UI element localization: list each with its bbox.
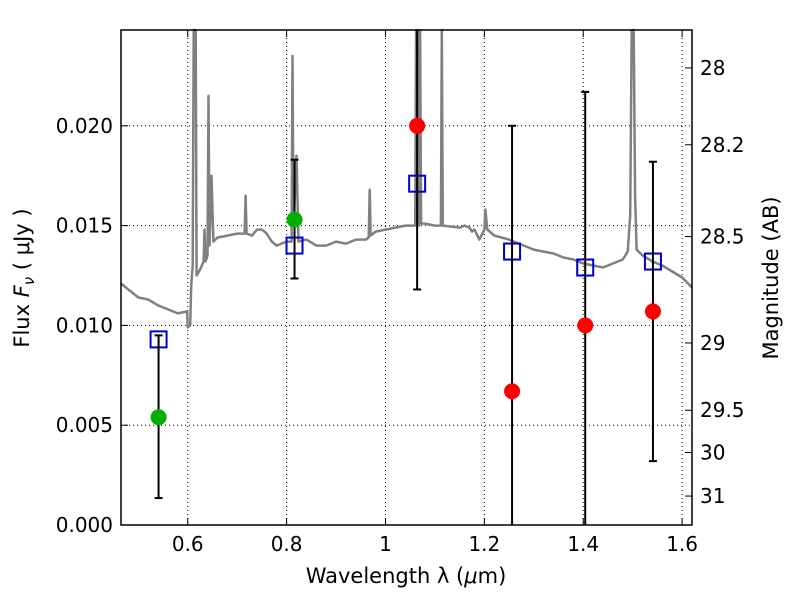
y-tick-label: 0.020 bbox=[56, 114, 113, 138]
x-tick-label: 1.6 bbox=[666, 532, 698, 556]
y-axis-label: Flux Fν ( μJy ) bbox=[10, 208, 38, 347]
axis-ticks: 0.6 0.8 1 1.2 1.4 1.6 0.000 0.005 0.010 0.015 0.02… bbox=[56, 30, 745, 556]
y-tick-label: 0.005 bbox=[56, 413, 113, 437]
y2-tick-label: 29.5 bbox=[700, 398, 745, 422]
red-data-point bbox=[409, 117, 426, 134]
x-tick-label: 1.4 bbox=[567, 532, 599, 556]
red-data-point bbox=[577, 317, 594, 334]
grid bbox=[121, 30, 692, 526]
x-tick-label: 0.6 bbox=[172, 532, 204, 556]
x-tick-label: 1 bbox=[379, 532, 392, 556]
green-data-point bbox=[286, 211, 303, 228]
y2-tick-label: 28.2 bbox=[700, 133, 745, 157]
y2-tick-label: 29 bbox=[700, 331, 725, 355]
y2-tick-label: 31 bbox=[700, 484, 725, 508]
y2-tick-label: 28.5 bbox=[700, 225, 745, 249]
red-data-point bbox=[504, 383, 521, 400]
x-tick-label: 1.2 bbox=[468, 532, 500, 556]
y-tick-label: 0.010 bbox=[56, 313, 113, 337]
y-tick-label: 0.000 bbox=[56, 513, 113, 537]
y-tick-label: 0.015 bbox=[56, 214, 113, 238]
y2-axis-label: Magnitude (AB) bbox=[759, 196, 783, 359]
spectrum-line bbox=[120, 28, 693, 329]
x-axis-label: Wavelength λ (μm) bbox=[306, 564, 507, 588]
green-data-point bbox=[150, 409, 167, 426]
plot-series bbox=[120, 28, 693, 525]
y2-tick-label: 28 bbox=[700, 56, 725, 80]
y2-tick-label: 30 bbox=[700, 441, 725, 465]
plot-frame bbox=[120, 29, 693, 526]
x-tick-label: 0.8 bbox=[271, 532, 303, 556]
red-data-point bbox=[644, 303, 661, 320]
